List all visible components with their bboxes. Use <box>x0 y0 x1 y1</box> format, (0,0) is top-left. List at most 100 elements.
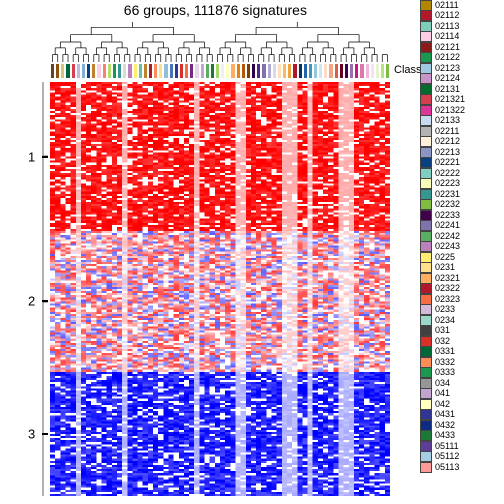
class-swatch <box>273 64 276 78</box>
legend-item: 02322 <box>420 284 498 295</box>
legend-item: 02222 <box>420 168 498 179</box>
legend-text: 032 <box>435 337 450 346</box>
legend-swatch <box>420 294 432 305</box>
legend-item: 0331 <box>420 347 498 358</box>
legend-text: 02221 <box>435 158 460 167</box>
class-swatch <box>185 64 188 78</box>
legend-text: 02322 <box>435 284 460 293</box>
class-swatch <box>201 64 204 78</box>
legend-item: 0333 <box>420 368 498 379</box>
class-swatch <box>355 64 358 78</box>
legend-item: 02121 <box>420 42 498 53</box>
legend-swatch <box>420 430 432 441</box>
legend-swatch <box>420 147 432 158</box>
class-swatch <box>149 64 152 78</box>
class-swatch <box>381 64 384 78</box>
legend-item: 0432 <box>420 420 498 431</box>
legend-text: 02123 <box>435 64 460 73</box>
legend-text: 02242 <box>435 232 460 241</box>
class-swatch <box>314 64 317 78</box>
legend-item: 02211 <box>420 126 498 137</box>
legend-swatch <box>420 84 432 95</box>
legend-text: 02231 <box>435 190 460 199</box>
legend-item: 031 <box>420 326 498 337</box>
legend-item: 02323 <box>420 294 498 305</box>
legend-swatch <box>420 378 432 389</box>
legend-swatch <box>420 409 432 420</box>
legend-item: 0332 <box>420 357 498 368</box>
heatmap-area <box>50 82 390 496</box>
class-swatch <box>304 64 307 78</box>
class-swatch <box>170 64 173 78</box>
legend-text: 02243 <box>435 242 460 251</box>
legend-text: 0331 <box>435 347 455 356</box>
legend-text: 02323 <box>435 295 460 304</box>
class-swatch <box>113 64 116 78</box>
legend-swatch <box>420 315 432 326</box>
legend-item: 02111 <box>420 0 498 11</box>
legend-item: 05113 <box>420 462 498 473</box>
legend-swatch <box>420 346 432 357</box>
legend-item: 02131 <box>420 84 498 95</box>
class-swatch <box>123 64 126 78</box>
legend-item: 02112 <box>420 11 498 22</box>
legend-text: 02121 <box>435 43 460 52</box>
class-swatch <box>61 64 64 78</box>
class-swatch <box>386 64 389 78</box>
class-swatch <box>103 64 106 78</box>
legend-item: 0433 <box>420 431 498 442</box>
class-swatch <box>164 64 167 78</box>
legend-text: 05111 <box>435 442 459 451</box>
legend-swatch <box>420 399 432 410</box>
class-swatch <box>283 64 286 78</box>
legend-item: 02212 <box>420 137 498 148</box>
legend-swatch <box>420 168 432 179</box>
legend-text: 0432 <box>435 421 455 430</box>
class-swatch <box>195 64 198 78</box>
legend-swatch <box>420 241 432 252</box>
legend-text: 02211 <box>435 127 459 136</box>
legend-text: 0225 <box>435 253 455 262</box>
legend-swatch <box>420 420 432 431</box>
legend-swatch <box>420 231 432 242</box>
legend-swatch <box>420 262 432 273</box>
legend-swatch <box>420 0 432 11</box>
class-swatch <box>154 64 157 78</box>
class-swatch <box>376 64 379 78</box>
legend-item: 02223 <box>420 179 498 190</box>
legend-swatch <box>420 178 432 189</box>
class-swatch <box>144 64 147 78</box>
class-swatch <box>206 64 209 78</box>
legend-swatch <box>420 105 432 116</box>
legend-text: 02111 <box>435 1 459 10</box>
legend-item: 02321 <box>420 273 498 284</box>
class-swatch <box>350 64 353 78</box>
legend-text: 02124 <box>435 74 460 83</box>
legend-swatch <box>420 252 432 263</box>
class-swatch <box>299 64 302 78</box>
legend-item: 021322 <box>420 105 498 116</box>
legend-item: 021321 <box>420 95 498 106</box>
legend-item: 0233 <box>420 305 498 316</box>
legend-swatch <box>420 94 432 105</box>
class-swatch <box>288 64 291 78</box>
row-band-label: 1 <box>28 149 35 164</box>
class-swatch <box>237 64 240 78</box>
class-swatch <box>175 64 178 78</box>
class-swatch <box>180 64 183 78</box>
legend-text: 042 <box>435 400 450 409</box>
legend-item: 02133 <box>420 116 498 127</box>
legend-swatch <box>420 126 432 137</box>
legend-item: 02233 <box>420 210 498 221</box>
legend-text: 034 <box>435 379 450 388</box>
legend-swatch <box>420 441 432 452</box>
legend-item: 02221 <box>420 158 498 169</box>
class-color-bar <box>50 64 390 78</box>
class-swatch <box>97 64 100 78</box>
class-swatch <box>268 64 271 78</box>
legend-text: 02233 <box>435 211 460 220</box>
class-swatch <box>108 64 111 78</box>
class-swatch <box>340 64 343 78</box>
column-dendrogram <box>50 22 390 62</box>
class-swatch <box>345 64 348 78</box>
